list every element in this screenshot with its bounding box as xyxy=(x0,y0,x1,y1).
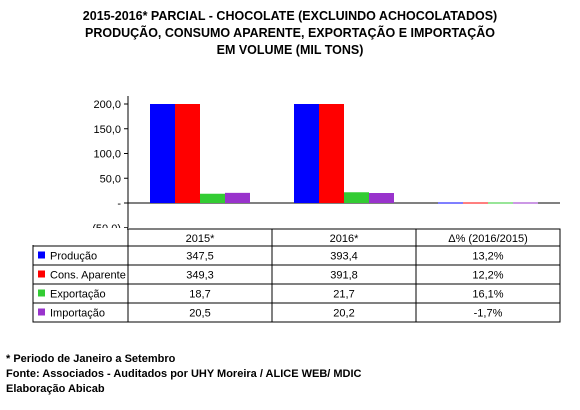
table-value: 20,2 xyxy=(333,308,354,320)
legend-label: Importação xyxy=(50,308,105,320)
legend-swatch xyxy=(38,270,45,278)
chart-title-line-2: PRODUÇÃO, CONSUMO APARENTE, EXPORTAÇÃO E… xyxy=(85,26,495,40)
bar xyxy=(513,202,538,204)
table-value: 20,5 xyxy=(189,308,210,320)
y-tick-label: - xyxy=(117,198,121,210)
bar xyxy=(225,192,250,203)
bar xyxy=(200,193,225,203)
bar xyxy=(438,202,463,204)
y-tick-label: 50,0 xyxy=(100,173,121,185)
legend-swatch xyxy=(38,308,45,316)
footnote-elaboration: Elaboração Abicab xyxy=(6,383,105,395)
table-value: 21,7 xyxy=(333,289,354,301)
table-value: 13,2% xyxy=(472,251,503,263)
table-value: 18,7 xyxy=(189,289,210,301)
table-value: 391,8 xyxy=(330,270,358,282)
data-table-frame xyxy=(32,228,561,323)
legend-swatch xyxy=(38,289,45,297)
x-category-label: Δ% (2016/2015) xyxy=(448,233,528,245)
table-value: 349,3 xyxy=(186,270,214,282)
bar xyxy=(369,193,394,203)
table-value: 16,1% xyxy=(472,289,503,301)
table-value: 393,4 xyxy=(330,251,358,263)
footnote-period: * Periodo de Janeiro a Setembro xyxy=(6,353,176,365)
x-category-label: 2016* xyxy=(330,233,359,245)
bar xyxy=(294,104,319,203)
legend-label: Exportação xyxy=(50,289,106,301)
y-tick-label: 200,0 xyxy=(93,99,121,111)
data-table-corner xyxy=(32,228,127,245)
legend-label: Produção xyxy=(50,251,97,263)
bar xyxy=(150,104,175,203)
y-tick-label: 150,0 xyxy=(93,124,121,136)
legend-label: Cons. Aparente xyxy=(50,270,126,282)
legend-swatch xyxy=(38,251,45,259)
chart-title-line-3: EM VOLUME (MIL TONS) xyxy=(216,43,364,57)
y-tick-label: 100,0 xyxy=(93,149,121,161)
bar xyxy=(488,202,513,204)
chart-title-line-1: 2015-2016* PARCIAL - CHOCOLATE (EXCLUIND… xyxy=(82,9,498,23)
bar xyxy=(319,104,344,203)
table-value: 12,2% xyxy=(472,270,503,282)
bar xyxy=(175,104,200,203)
x-category-label: 2015* xyxy=(186,233,215,245)
bar xyxy=(463,202,488,204)
table-value: 347,5 xyxy=(186,251,214,263)
footnote-source: Fonte: Associados - Auditados por UHY Mo… xyxy=(6,368,362,380)
table-value: -1,7% xyxy=(474,308,503,320)
bar xyxy=(344,192,369,203)
